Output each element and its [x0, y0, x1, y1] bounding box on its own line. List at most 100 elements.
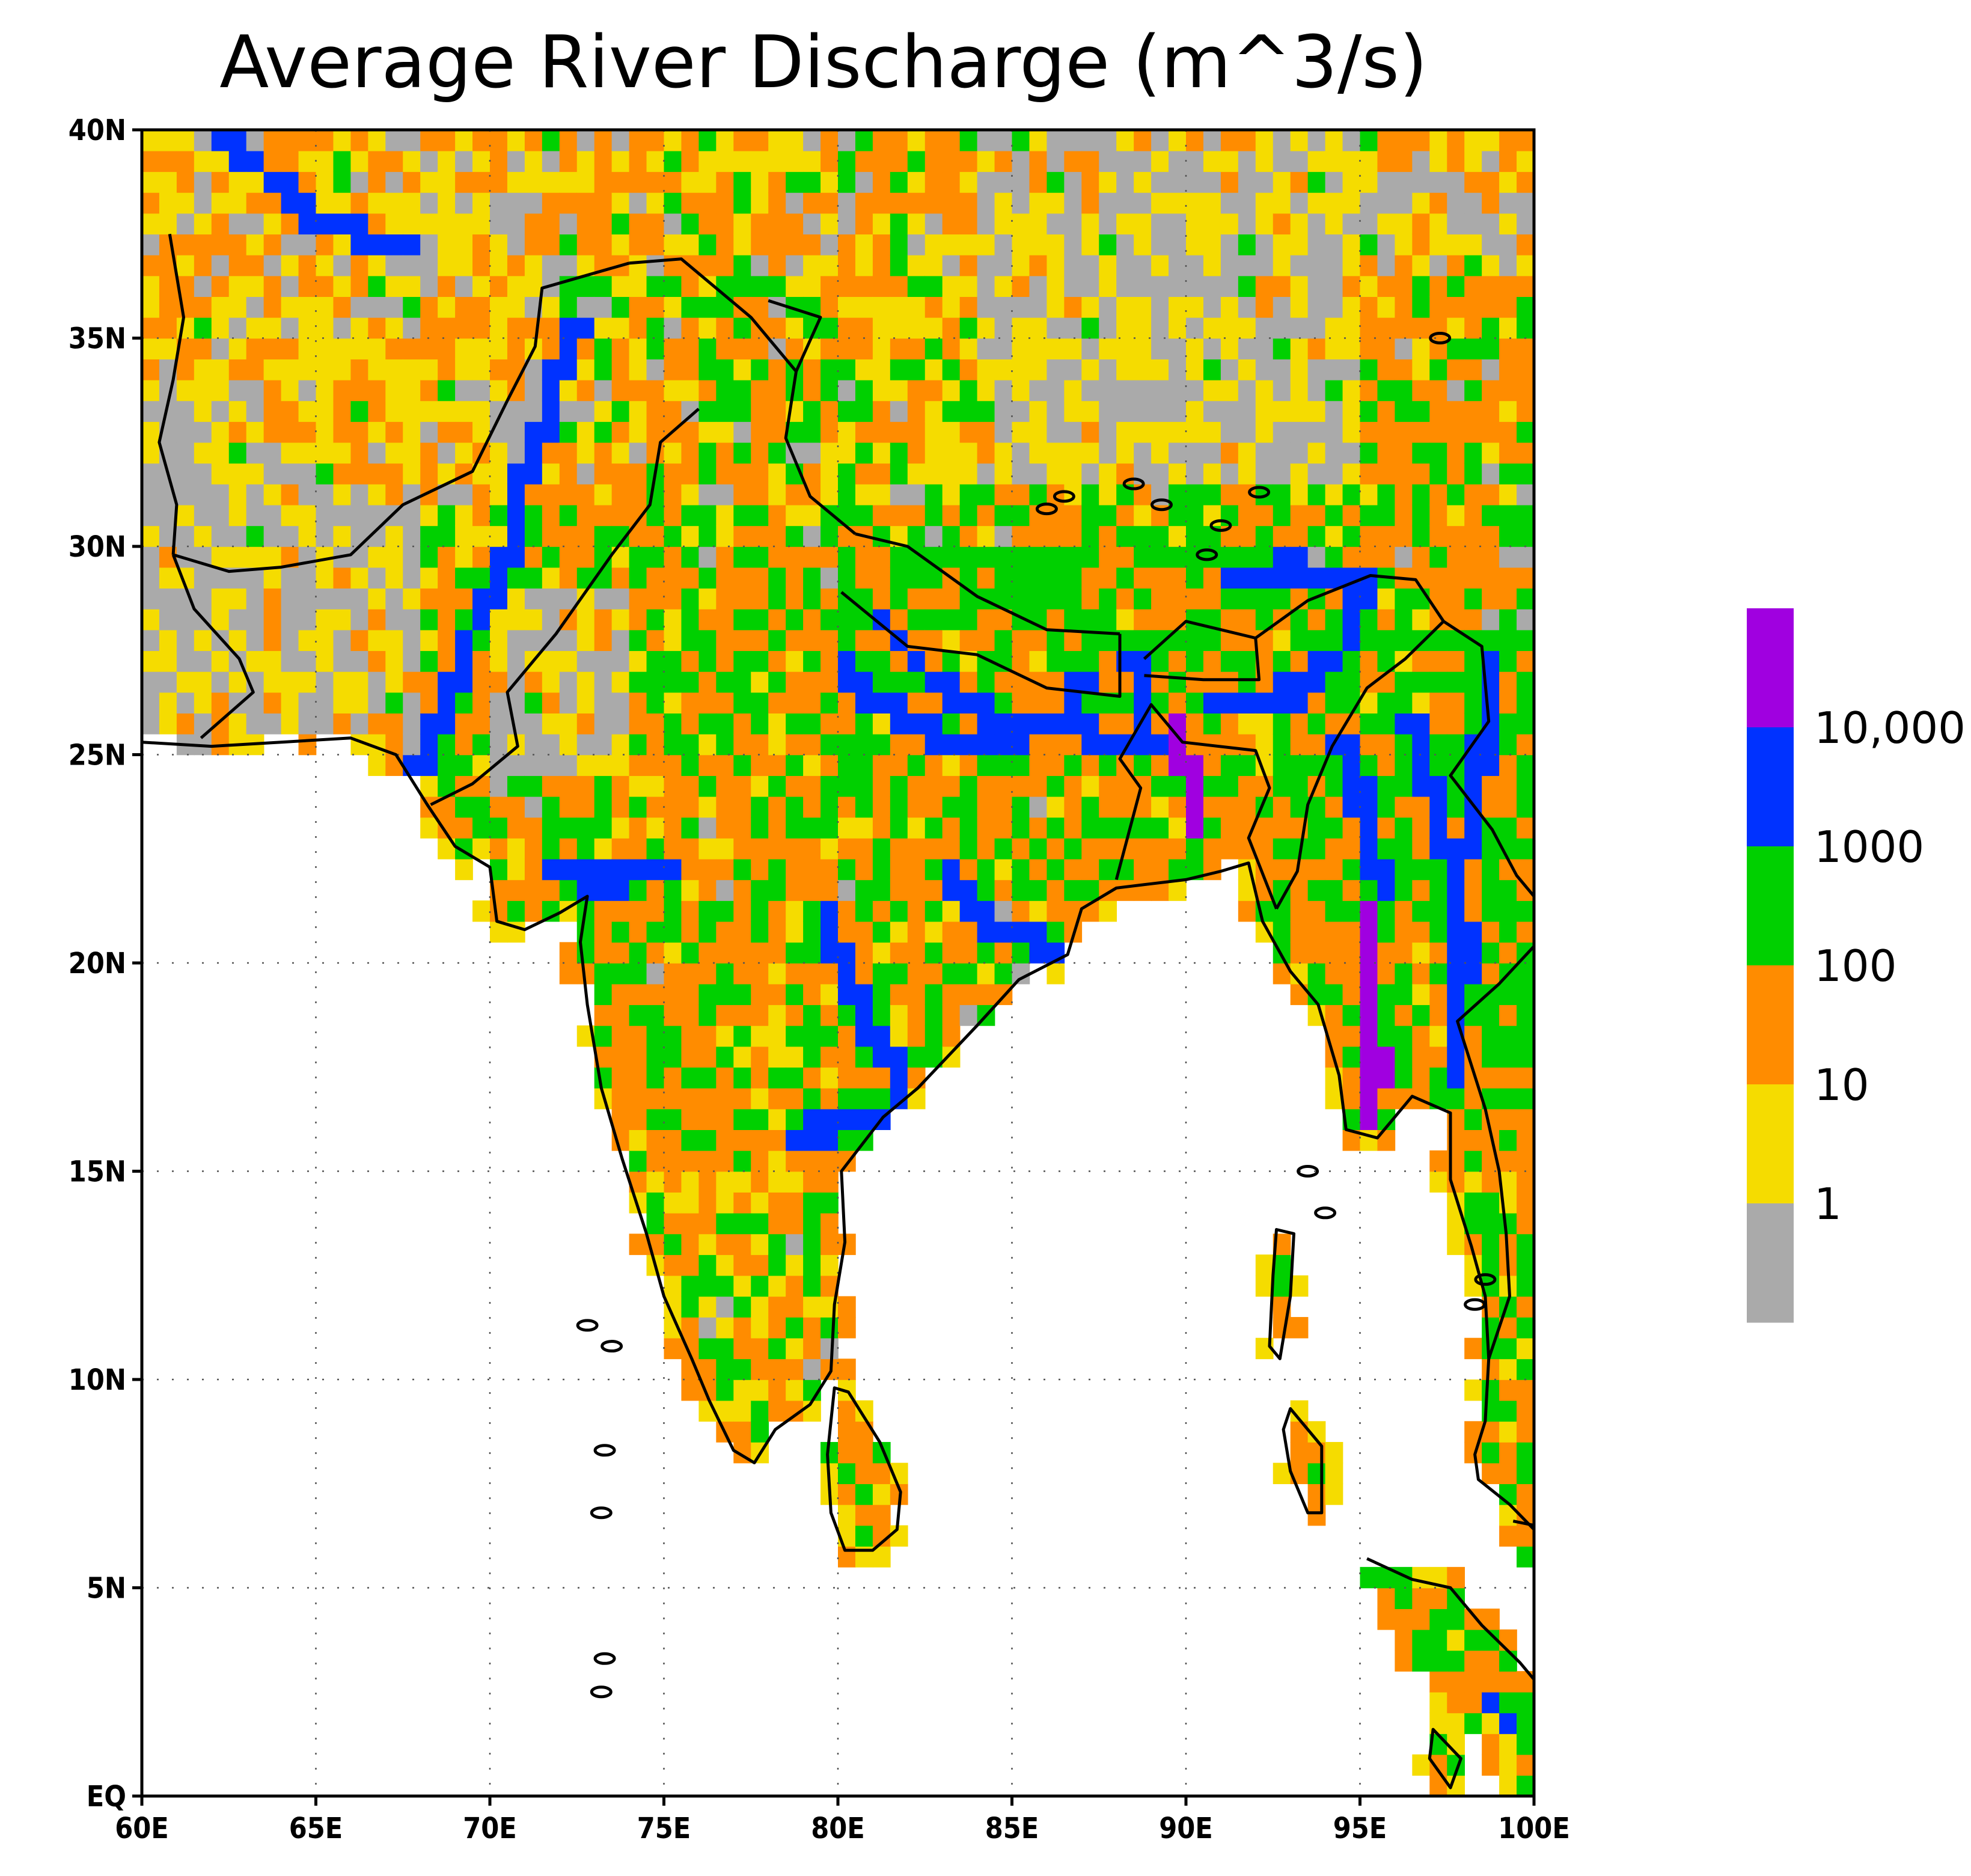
discharge-cell	[855, 338, 873, 359]
discharge-cell	[246, 317, 264, 339]
discharge-cell	[1081, 317, 1100, 339]
discharge-cell	[542, 650, 560, 672]
legend-swatch	[1747, 1203, 1794, 1323]
discharge-cell	[194, 213, 212, 235]
discharge-cell	[629, 1233, 647, 1255]
discharge-cell	[1412, 1609, 1431, 1630]
discharge-cell	[1134, 150, 1152, 173]
discharge-cell	[142, 213, 160, 235]
discharge-cell	[1307, 525, 1326, 547]
discharge-cell	[507, 400, 525, 422]
discharge-cell	[664, 338, 682, 359]
discharge-cell	[611, 900, 630, 922]
discharge-cell	[1134, 379, 1152, 402]
discharge-cell	[559, 171, 578, 193]
discharge-cell	[646, 1150, 665, 1172]
discharge-cell	[298, 567, 317, 589]
discharge-cell	[472, 275, 490, 297]
discharge-cell	[942, 921, 961, 943]
discharge-cell	[281, 484, 299, 506]
discharge-cell	[698, 650, 717, 672]
discharge-cell	[733, 963, 752, 985]
discharge-cell	[1517, 1212, 1535, 1235]
discharge-cell	[872, 1025, 891, 1047]
discharge-cell	[1412, 546, 1431, 568]
discharge-cell	[1290, 504, 1309, 527]
discharge-cell	[872, 858, 891, 881]
discharge-cell	[403, 504, 421, 527]
border-bangladesh	[1114, 703, 1278, 909]
discharge-cell	[263, 421, 282, 443]
discharge-cell	[1482, 1254, 1500, 1276]
discharge-cell	[490, 254, 508, 277]
discharge-cell	[855, 796, 873, 818]
discharge-cell	[751, 275, 769, 297]
discharge-cell	[594, 1025, 613, 1047]
legend-swatch	[1747, 608, 1794, 728]
discharge-cell	[629, 130, 647, 151]
discharge-cell	[855, 963, 873, 985]
discharge-cell	[977, 983, 995, 1006]
discharge-cell	[664, 1192, 682, 1214]
discharge-cell	[281, 213, 299, 235]
discharge-cell	[1255, 838, 1274, 860]
discharge-cell	[698, 1358, 717, 1380]
discharge-cell	[1029, 796, 1048, 818]
discharge-cell	[194, 234, 212, 255]
discharge-cell	[959, 733, 978, 756]
discharge-cell	[751, 1150, 769, 1172]
discharge-cell	[611, 838, 630, 860]
discharge-cell	[820, 442, 839, 464]
discharge-cell	[716, 150, 735, 173]
discharge-cell	[1447, 400, 1465, 422]
discharge-cell	[1342, 671, 1361, 693]
discharge-cell	[490, 629, 508, 652]
discharge-cell	[594, 525, 613, 547]
discharge-cell	[1047, 796, 1065, 818]
discharge-cell	[1325, 796, 1343, 818]
discharge-cell	[542, 359, 560, 380]
discharge-cell	[768, 963, 786, 985]
discharge-cell	[385, 525, 404, 547]
discharge-cell	[907, 130, 926, 151]
discharge-cell	[455, 629, 473, 652]
discharge-cell	[977, 525, 995, 547]
discharge-cell	[924, 379, 943, 402]
discharge-cell	[820, 192, 839, 214]
discharge-cell	[838, 1441, 856, 1464]
discharge-cell	[1325, 379, 1343, 402]
discharge-cell	[594, 879, 613, 901]
discharge-cell	[1064, 442, 1083, 464]
discharge-cell	[698, 1046, 717, 1068]
discharge-cell	[1238, 442, 1256, 464]
discharge-cell	[1273, 234, 1291, 255]
discharge-cell	[1047, 171, 1065, 193]
discharge-cell	[194, 567, 212, 589]
discharge-cell	[872, 629, 891, 652]
discharge-cell	[1447, 942, 1465, 964]
discharge-cell	[803, 650, 821, 672]
discharge-cell	[194, 525, 212, 547]
discharge-cell	[872, 983, 891, 1006]
discharge-cell	[350, 713, 369, 735]
discharge-cell	[438, 650, 456, 672]
discharge-cell	[907, 504, 926, 527]
discharge-cell	[298, 713, 317, 735]
discharge-cell	[542, 796, 560, 818]
discharge-cell	[1081, 150, 1100, 173]
discharge-cell	[1029, 713, 1048, 735]
discharge-cell	[1360, 442, 1378, 464]
discharge-cell	[507, 817, 525, 839]
discharge-cell	[716, 1212, 735, 1235]
discharge-cell	[594, 442, 613, 464]
discharge-cell	[1395, 1629, 1413, 1651]
discharge-cell	[1499, 338, 1517, 359]
discharge-cell	[1517, 525, 1535, 547]
discharge-cell	[228, 504, 247, 527]
discharge-cell	[1012, 942, 1030, 964]
legend-label: 10	[1814, 1060, 1869, 1110]
discharge-cell	[1116, 254, 1134, 277]
discharge-cell	[924, 275, 943, 297]
discharge-cell	[855, 900, 873, 922]
discharge-cell	[1325, 400, 1343, 422]
